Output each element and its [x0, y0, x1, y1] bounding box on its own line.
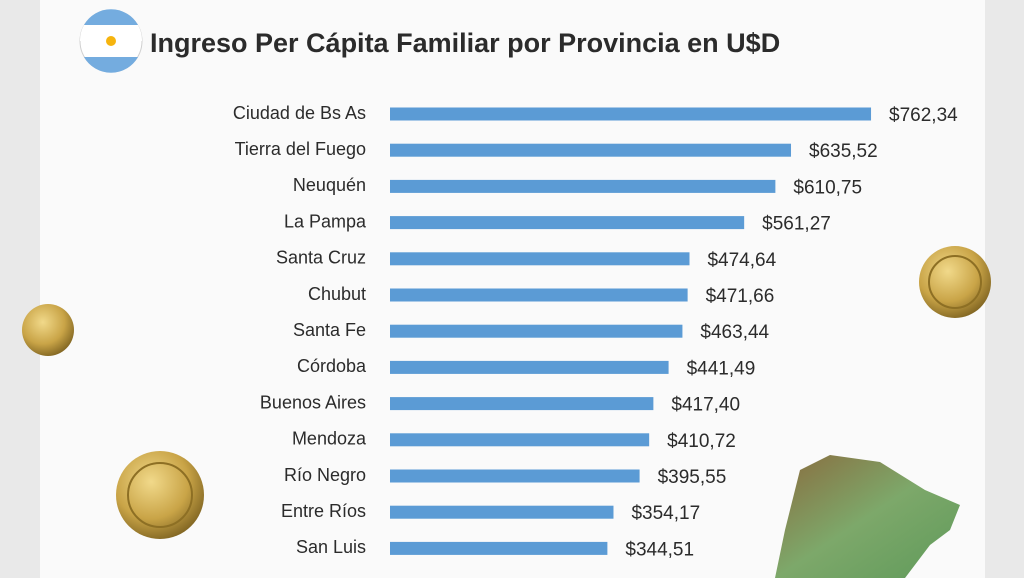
- bar: [390, 216, 745, 230]
- category-label: Neuquén: [293, 175, 366, 195]
- value-label: $410,72: [667, 431, 736, 452]
- category-label: Ciudad de Bs As: [233, 103, 366, 123]
- bar: [390, 469, 640, 483]
- bar: [390, 179, 776, 193]
- bar: [390, 252, 690, 266]
- category-label: Tierra del Fuego: [235, 139, 366, 159]
- category-label: San Luis: [296, 537, 366, 557]
- category-label: Buenos Aires: [260, 392, 366, 412]
- bar: [390, 433, 650, 447]
- bar: [390, 107, 872, 121]
- value-label: $635,52: [809, 141, 878, 162]
- value-label: $610,75: [793, 177, 862, 198]
- value-label: $395,55: [658, 467, 727, 488]
- category-label: Santa Cruz: [276, 248, 366, 268]
- value-label: $762,34: [889, 105, 958, 126]
- value-label: $344,51: [625, 539, 694, 560]
- category-label: Chubut: [308, 284, 366, 304]
- category-label: Mendoza: [292, 429, 367, 449]
- bar: [390, 505, 614, 519]
- category-label: La Pampa: [284, 211, 367, 231]
- bar: [390, 288, 688, 302]
- value-label: $354,17: [631, 503, 700, 524]
- plot-area: Ciudad de Bs As $762,34 Tierra del Fuego $6…: [233, 103, 958, 561]
- value-label: $463,44: [700, 322, 769, 343]
- bar: [390, 360, 669, 374]
- value-label: $474,64: [707, 250, 776, 271]
- category-label: Santa Fe: [293, 320, 366, 340]
- bar: [390, 397, 654, 411]
- bar: [390, 143, 792, 157]
- value-label: $441,49: [687, 358, 756, 379]
- bar: [390, 324, 683, 338]
- category-label: Río Negro: [284, 465, 366, 485]
- category-label: Córdoba: [297, 356, 367, 376]
- map-decoration: [775, 455, 960, 578]
- value-label: $561,27: [762, 214, 831, 235]
- category-label: Entre Ríos: [281, 501, 366, 521]
- bar: [390, 541, 608, 555]
- value-label: $471,66: [706, 286, 775, 307]
- coin-decoration: [22, 246, 991, 539]
- chart-title: Ingreso Per Cápita Familiar por Provinci…: [150, 28, 780, 58]
- flag-icon: [79, 9, 143, 73]
- value-label: $417,40: [671, 395, 740, 416]
